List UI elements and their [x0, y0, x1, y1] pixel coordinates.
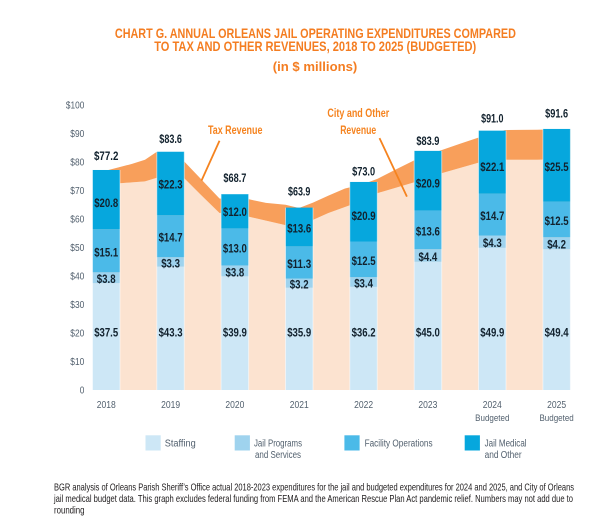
svg-text:$3.4: $3.4 — [354, 277, 373, 291]
svg-text:2018: 2018 — [97, 399, 116, 411]
svg-text:$60: $60 — [70, 215, 84, 226]
svg-text:CHART G. ANNUAL ORLEANS JAIL O: CHART G. ANNUAL ORLEANS JAIL OPERATING E… — [115, 25, 516, 41]
svg-text:$4.4: $4.4 — [419, 250, 438, 264]
svg-text:$3.3: $3.3 — [161, 256, 180, 270]
svg-text:$30: $30 — [70, 300, 84, 311]
svg-text:0: 0 — [80, 386, 85, 397]
svg-text:$20.9: $20.9 — [352, 209, 376, 223]
svg-text:$63.9: $63.9 — [288, 185, 311, 199]
svg-text:$49.9: $49.9 — [480, 325, 504, 339]
svg-text:$40: $40 — [70, 272, 84, 283]
svg-text:$70: $70 — [70, 186, 84, 197]
svg-text:$83.6: $83.6 — [159, 132, 182, 146]
svg-text:$20.8: $20.8 — [94, 196, 118, 210]
svg-text:$4.3: $4.3 — [483, 236, 502, 250]
svg-text:$12.0: $12.0 — [223, 205, 247, 219]
svg-text:TO TAX AND OTHER REVENUES, 201: TO TAX AND OTHER REVENUES, 2018 TO 2025 … — [154, 38, 476, 54]
svg-text:Jail Programs: Jail Programs — [254, 439, 302, 450]
svg-text:$4.2: $4.2 — [547, 238, 566, 252]
svg-text:Facility Operations: Facility Operations — [365, 439, 433, 450]
svg-text:$10: $10 — [70, 357, 84, 368]
svg-text:$36.2: $36.2 — [352, 325, 376, 339]
svg-text:Revenue: Revenue — [340, 123, 376, 137]
svg-text:$37.5: $37.5 — [94, 325, 118, 339]
svg-text:$91.0: $91.0 — [481, 112, 504, 126]
svg-text:Tax Revenue: Tax Revenue — [208, 123, 263, 137]
svg-text:$22.3: $22.3 — [159, 178, 183, 192]
svg-text:City and Other: City and Other — [327, 106, 389, 120]
svg-text:$11.3: $11.3 — [287, 257, 311, 271]
svg-text:$80: $80 — [70, 158, 84, 169]
svg-text:$90: $90 — [70, 129, 84, 140]
svg-text:$35.9: $35.9 — [287, 325, 311, 339]
svg-text:$50: $50 — [70, 243, 84, 254]
svg-text:$15.1: $15.1 — [94, 245, 118, 259]
svg-text:2019: 2019 — [161, 399, 180, 411]
svg-text:2021: 2021 — [290, 399, 309, 411]
svg-text:2025: 2025 — [547, 399, 566, 411]
svg-text:jail medical budget data. This: jail medical budget data. This graph exc… — [53, 494, 573, 505]
svg-text:$20.9: $20.9 — [416, 176, 440, 190]
svg-text:Jail Medical: Jail Medical — [485, 439, 527, 450]
svg-text:rounding: rounding — [54, 506, 85, 517]
svg-text:$49.4: $49.4 — [545, 325, 569, 339]
svg-text:2022: 2022 — [354, 399, 373, 411]
svg-text:and Other: and Other — [485, 450, 523, 461]
svg-text:$12.5: $12.5 — [545, 214, 569, 228]
svg-text:$14.7: $14.7 — [159, 231, 183, 245]
svg-text:$77.2: $77.2 — [94, 149, 119, 163]
svg-text:$100: $100 — [66, 101, 85, 112]
svg-text:$39.9: $39.9 — [223, 325, 247, 339]
svg-text:$13.6: $13.6 — [416, 224, 440, 238]
svg-text:$14.7: $14.7 — [480, 209, 504, 223]
svg-text:$83.9: $83.9 — [416, 134, 439, 148]
svg-text:$3.8: $3.8 — [226, 265, 245, 279]
svg-text:$13.6: $13.6 — [287, 222, 311, 236]
svg-text:$73.0: $73.0 — [352, 165, 375, 179]
svg-text:Budgeted: Budgeted — [475, 413, 509, 424]
svg-text:2023: 2023 — [418, 399, 437, 411]
svg-text:$13.0: $13.0 — [223, 241, 247, 255]
svg-text:BGR analysis of Orleans Parish: BGR analysis of Orleans Parish Sheriff’s… — [54, 483, 574, 494]
svg-text:$3.8: $3.8 — [97, 272, 116, 286]
svg-text:2024: 2024 — [483, 399, 502, 411]
svg-text:$12.5: $12.5 — [352, 254, 376, 268]
svg-text:and Services: and Services — [255, 450, 301, 461]
svg-text:$68.7: $68.7 — [223, 171, 246, 185]
svg-text:$43.3: $43.3 — [159, 325, 183, 339]
svg-text:Staffing: Staffing — [165, 439, 196, 450]
svg-text:$20: $20 — [70, 329, 84, 340]
svg-text:2020: 2020 — [225, 399, 244, 411]
svg-text:(in $ millions): (in $ millions) — [273, 59, 358, 74]
svg-text:$22.1: $22.1 — [480, 160, 504, 174]
svg-text:$91.6: $91.6 — [545, 106, 568, 120]
svg-text:$3.2: $3.2 — [290, 278, 309, 292]
svg-text:$45.0: $45.0 — [416, 325, 440, 339]
svg-text:$25.5: $25.5 — [545, 160, 569, 174]
svg-text:Budgeted: Budgeted — [539, 413, 573, 424]
